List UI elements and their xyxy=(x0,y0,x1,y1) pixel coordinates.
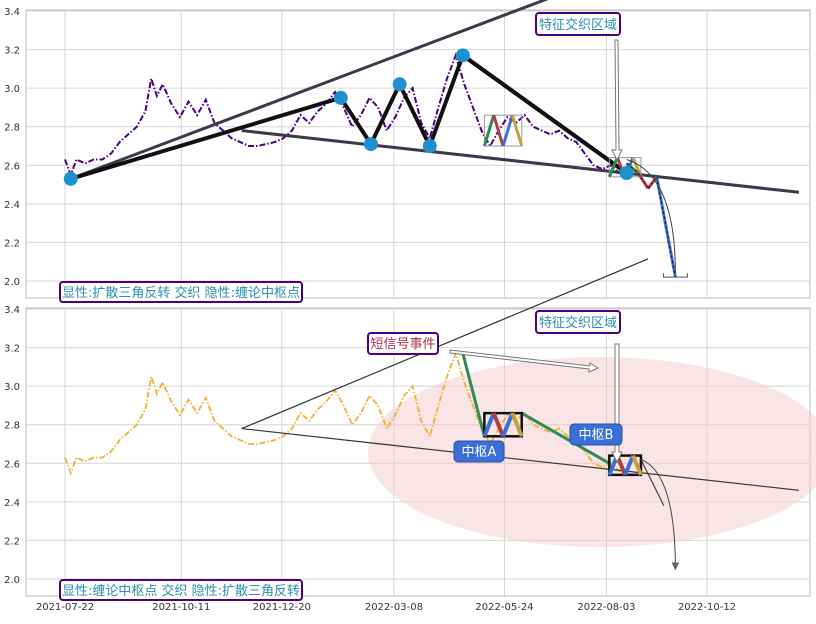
signal-label-text: 短信号事件 xyxy=(370,337,435,352)
bottom-feature-label: 特征交织区域 xyxy=(535,310,621,334)
signal-label: 短信号事件 xyxy=(367,332,439,355)
y-tick-label: 3.2 xyxy=(4,344,20,355)
top-feature-label-text: 特征交织区域 xyxy=(539,17,617,33)
x-tick-label: 2022-10-12 xyxy=(678,602,736,613)
projection-guide xyxy=(637,172,649,189)
y-tick-label: 2.8 xyxy=(4,421,20,432)
x-tick-label: 2022-08-03 xyxy=(577,602,635,613)
zone-a-label: 中枢A xyxy=(453,440,505,463)
zone-b-label-text: 中枢B xyxy=(579,428,614,443)
zone-wave xyxy=(482,412,496,438)
top-bottom-label-text: 显性:扩散三角反转 交织 隐性:缠论中枢点 xyxy=(62,285,300,301)
zone-wave xyxy=(491,412,505,438)
x-tick-label: 2021-12-20 xyxy=(253,602,311,613)
pivot-point xyxy=(363,137,378,152)
y-tick-label: 3.0 xyxy=(4,84,20,95)
y-tick-label: 2.2 xyxy=(4,238,20,249)
signal-arrow xyxy=(449,349,600,373)
pivot-point xyxy=(422,139,437,153)
bottom-feature-label-text: 特征交织区域 xyxy=(539,315,617,331)
x-tick-label: 2022-05-24 xyxy=(475,602,533,613)
price-series-line xyxy=(64,350,626,476)
y-tick-label: 2.4 xyxy=(4,498,20,509)
y-tick-label: 2.2 xyxy=(4,536,20,547)
y-tick-label: 3.2 xyxy=(4,46,20,57)
target-curve xyxy=(640,458,680,571)
pivot-point xyxy=(63,171,78,186)
y-tick-label: 2.4 xyxy=(4,200,20,211)
top-feature-label: 特征交织区域 xyxy=(535,12,621,36)
x-tick-label: 2021-07-22 xyxy=(36,602,94,613)
bottom-bottom-label-text: 显性:缠论中枢点 交织 隐性:扩散三角反转 xyxy=(62,583,300,599)
top-plot-area xyxy=(25,9,811,299)
pivot-point xyxy=(455,48,470,63)
pivot-point xyxy=(619,166,634,180)
feature-arrow xyxy=(611,39,623,162)
top-zone-a-wave xyxy=(492,114,505,147)
zone-wave xyxy=(501,412,515,438)
zone-b-label: 中枢B xyxy=(569,423,623,446)
target-curve xyxy=(626,159,676,274)
trend-segment xyxy=(461,352,486,437)
zone-wave xyxy=(631,454,643,476)
top-bottom-label: 显性:扩散三角反转 交织 隐性:缠论中枢点 xyxy=(59,281,303,303)
triangle-line xyxy=(241,427,799,491)
x-tick-label: 2022-03-08 xyxy=(365,602,423,613)
pivot-point xyxy=(392,77,407,92)
zone-wave xyxy=(623,454,635,476)
top-zone-a-wave xyxy=(482,114,496,147)
projection-guide xyxy=(656,176,676,278)
projection-guide xyxy=(647,176,658,189)
y-tick-label: 2.8 xyxy=(4,123,20,134)
triangle-line xyxy=(241,258,649,430)
top-zone-a-wave xyxy=(501,114,514,147)
bottom-plot-area xyxy=(25,307,811,597)
top-zone-a-wave xyxy=(510,114,524,147)
zone-a-label-text: 中枢A xyxy=(462,445,497,460)
triangle-trendline xyxy=(70,0,549,181)
y-tick-label: 2.6 xyxy=(4,459,20,470)
projection-guide xyxy=(626,162,639,174)
x-tick-label: 2021-10-11 xyxy=(152,602,210,613)
y-tick-label: 2.0 xyxy=(4,575,20,586)
y-tick-label: 3.0 xyxy=(4,382,20,393)
y-tick-label: 3.4 xyxy=(4,7,20,18)
trend-segment xyxy=(520,411,611,465)
y-tick-label: 3.4 xyxy=(4,305,20,316)
feature-arrow xyxy=(611,343,623,464)
bottom-bottom-label: 显性:缠论中枢点 交织 隐性:扩散三角反转 xyxy=(59,579,303,601)
target-bracket xyxy=(662,273,688,278)
zone-wave xyxy=(510,412,524,438)
y-tick-label: 2.0 xyxy=(4,277,20,288)
y-tick-label: 2.6 xyxy=(4,161,20,172)
pivot-point xyxy=(333,90,348,105)
top-zone-b-wave xyxy=(607,157,619,178)
triangle-trendline xyxy=(241,129,800,194)
trend-segment xyxy=(640,459,665,506)
